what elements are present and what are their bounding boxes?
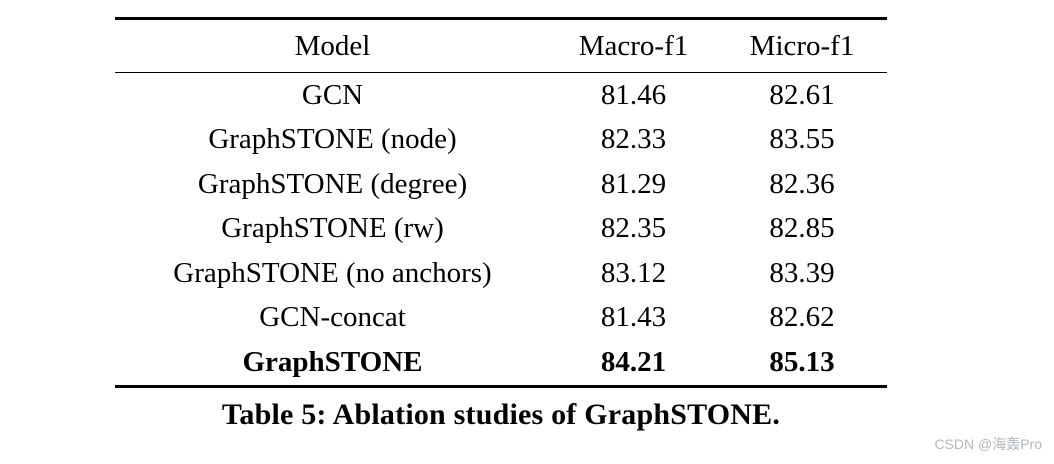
micro-f1-cell: 83.55 (769, 123, 835, 156)
micro-f1-cell: 82.36 (769, 167, 835, 200)
table-row-graphstone-rw: GraphSTONE (rw) 82.35 82.85 (115, 207, 887, 252)
model-cell: GraphSTONE (242, 345, 423, 378)
table-row-gcn: GCN 81.46 82.61 (115, 73, 887, 118)
model-cell: GraphSTONE (no anchors) (173, 256, 492, 289)
micro-f1-cell: 82.62 (769, 301, 835, 334)
macro-f1-cell: 81.43 (600, 301, 667, 334)
header-model: Model (115, 18, 550, 73)
table-row-graphstone-node: GraphSTONE (node) 82.33 83.55 (115, 118, 887, 163)
header-macro-f1: Macro-f1 (550, 18, 717, 73)
macro-f1-cell: 83.12 (600, 256, 667, 289)
macro-f1-cell: 82.35 (600, 212, 667, 245)
micro-f1-cell: 85.13 (769, 345, 835, 378)
table-row-graphstone-degree: GraphSTONE (degree) 81.29 82.36 (115, 162, 887, 207)
model-cell: GCN-concat (259, 301, 406, 334)
model-cell: GraphSTONE (node) (208, 123, 457, 156)
macro-f1-cell: 81.29 (600, 167, 667, 200)
model-cell: GraphSTONE (degree) (197, 167, 468, 200)
model-cell: GCN (301, 78, 364, 111)
table-caption: Table 5: Ablation studies of GraphSTONE. (221, 397, 781, 431)
macro-f1-cell: 82.33 (600, 123, 667, 156)
macro-f1-cell: 84.21 (600, 345, 667, 378)
model-cell: GraphSTONE (rw) (221, 212, 444, 245)
micro-f1-cell: 83.39 (769, 256, 835, 289)
micro-f1-cell: 82.85 (769, 212, 835, 245)
header-micro-f1: Micro-f1 (717, 18, 887, 73)
table-row-gcn-concat: GCN-concat 81.43 82.62 (115, 296, 887, 341)
csdn-watermark: CSDN @海轰Pro (934, 436, 1042, 452)
micro-f1-cell: 82.61 (769, 78, 835, 111)
ablation-table: Model Macro-f1 Micro-f1 GCN 81.46 82.61 … (115, 17, 887, 388)
ablation-table-figure: Model Macro-f1 Micro-f1 GCN 81.46 82.61 … (115, 17, 887, 432)
table-row-graphstone-best: GraphSTONE 84.21 85.13 (115, 340, 887, 386)
macro-f1-cell: 81.46 (600, 78, 667, 111)
table-header-row: Model Macro-f1 Micro-f1 (115, 18, 887, 73)
table-row-graphstone-no-anchors: GraphSTONE (no anchors) 83.12 83.39 (115, 251, 887, 296)
